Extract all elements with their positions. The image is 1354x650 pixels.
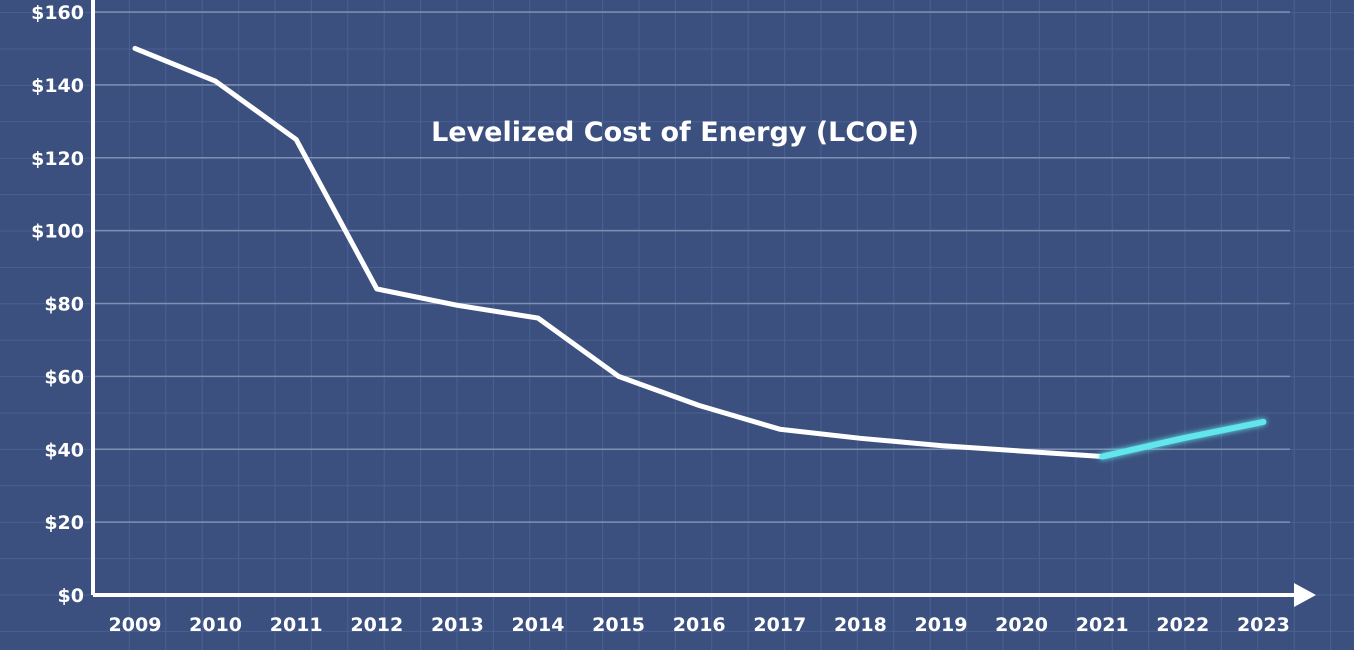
x-axis-labels: 2009 2010 2011 2012 2013 2014 2015 2016 2017 2018…: [109, 614, 1290, 636]
series-layer: [132, 45, 1267, 460]
y-tick-label: $160: [31, 2, 84, 24]
series-line-projection: [1099, 418, 1267, 460]
x-tick-label: 2023: [1237, 614, 1290, 636]
y-tick-label: $0: [58, 585, 84, 607]
y-tick-label: $40: [44, 439, 84, 461]
x-tick-label: 2009: [109, 614, 162, 636]
x-tick-label: 2019: [915, 614, 968, 636]
x-tick-label: 2014: [512, 614, 565, 636]
x-tick-label: 2018: [834, 614, 887, 636]
y-tick-label: $20: [44, 512, 84, 534]
y-tick-label: $100: [31, 221, 84, 243]
x-tick-label: 2013: [431, 614, 484, 636]
x-tick-label: 2012: [350, 614, 403, 636]
axes: [91, 0, 1316, 607]
x-tick-label: 2017: [753, 614, 806, 636]
major-grid: [93, 11, 1290, 523]
x-tick-label: 2022: [1156, 614, 1209, 636]
y-tick-label: $140: [31, 75, 84, 97]
y-tick-label: $60: [44, 366, 84, 388]
x-tick-label: 2021: [1076, 614, 1129, 636]
y-tick-label: $120: [31, 148, 84, 170]
x-axis-arrow-icon: [1294, 583, 1316, 607]
series-line: [132, 45, 1105, 460]
chart-title: Levelized Cost of Energy (LCOE): [431, 117, 919, 148]
x-tick-label: 2016: [673, 614, 726, 636]
x-tick-label: 2020: [995, 614, 1048, 636]
x-tick-label: 2015: [592, 614, 645, 636]
x-tick-label: 2010: [189, 614, 242, 636]
y-axis-labels: $0 $20 $40 $60 $80 $100 $120 $140 $160: [31, 2, 84, 607]
x-tick-label: 2011: [270, 614, 323, 636]
y-tick-label: $80: [44, 294, 84, 316]
